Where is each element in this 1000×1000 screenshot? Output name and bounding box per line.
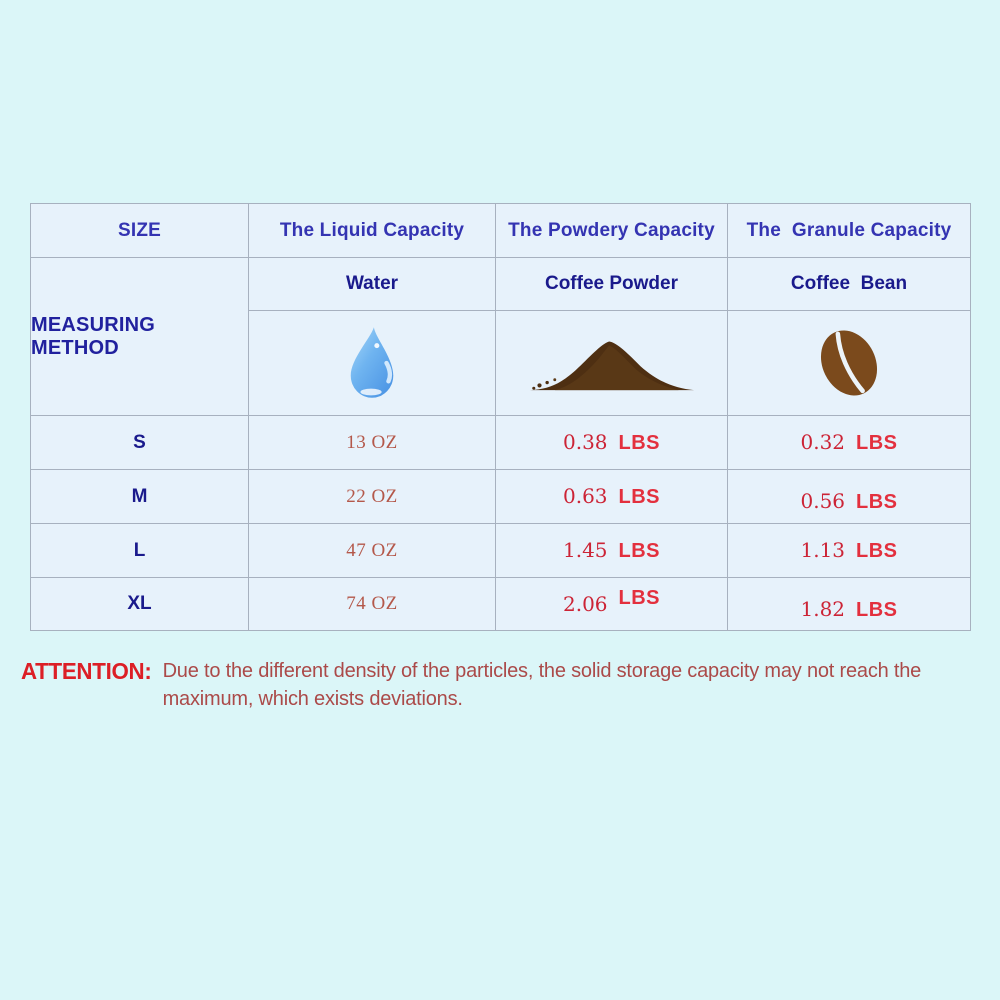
coffee-powder-pile-icon-cell <box>496 311 728 416</box>
granule-column-header: The Granule Capacity <box>746 219 952 241</box>
attention-line-1: Due to the different density of the part… <box>162 660 922 682</box>
bean-cell-m: 0.56 LBS <box>728 470 971 524</box>
powder-lbs-pair: 2.06 LBS <box>562 587 660 617</box>
size-cell-m: M <box>31 470 249 524</box>
powder-lbs-unit: LBS <box>618 486 661 508</box>
water-cell-m: 22 OZ <box>249 470 496 524</box>
bean-cell-xl: 1.82 LBS <box>728 578 971 631</box>
granule-column-header-cell: The Granule Capacity <box>728 204 971 258</box>
water-oz-value: 13 OZ <box>346 431 398 453</box>
attention-text: Due to the different density of the part… <box>163 657 922 713</box>
capacity-table: SIZE The Liquid Capacity The Powdery Cap… <box>30 203 971 631</box>
bean-lbs-unit: LBS <box>856 432 898 454</box>
size-cell-l: L <box>31 524 249 578</box>
powder-cell-l: 1.45 LBS <box>496 524 728 578</box>
water-cell-l: 47 OZ <box>249 524 496 578</box>
attention-line-2: maximum, which exists deviations. <box>162 688 463 710</box>
powder-lbs-number: 0.38 <box>562 430 608 454</box>
powder-lbs-number: 1.45 <box>562 538 608 562</box>
coffee-bean-label-cell: Coffee Bean <box>728 258 971 311</box>
powder-lbs-pair: 0.63 LBS <box>563 484 660 509</box>
size-column-header: SIZE <box>117 219 162 241</box>
bean-lbs-number: 0.56 <box>800 489 846 513</box>
powder-lbs-unit: LBS <box>618 540 661 562</box>
bean-lbs-unit: LBS <box>856 598 898 621</box>
liquid-column-header: The Liquid Capacity <box>279 219 465 241</box>
measuring-method-label: MEASURING METHOD <box>31 313 156 359</box>
size-column-header-cell: SIZE <box>31 204 249 258</box>
bean-lbs-pair: 1.13 LBS <box>800 538 897 563</box>
size-value: S <box>133 431 146 453</box>
size-value: M <box>131 485 148 507</box>
liquid-column-header-cell: The Liquid Capacity <box>249 204 496 258</box>
attention-label: ATTENTION: <box>21 658 152 684</box>
water-cell-s: 13 OZ <box>249 416 496 470</box>
coffee-powder-label-cell: Coffee Powder <box>496 258 728 311</box>
powdery-column-header-cell: The Powdery Capacity <box>496 204 728 258</box>
powder-lbs-number: 2.06 <box>562 591 608 616</box>
bean-lbs-number: 1.13 <box>800 538 846 562</box>
water-label-cell: Water <box>249 258 496 311</box>
bean-cell-s: 0.32 LBS <box>728 416 971 470</box>
water-label: Water <box>345 273 399 294</box>
bean-cell-l: 1.13 LBS <box>728 524 971 578</box>
bean-lbs-pair: 0.32 LBS <box>800 430 897 455</box>
powdery-column-header: The Powdery Capacity <box>508 219 715 241</box>
bean-lbs-pair: 1.82 LBS <box>800 597 897 622</box>
measuring-method-cell: MEASURING METHOD <box>31 258 249 416</box>
powder-cell-xl: 2.06 LBS <box>496 578 728 631</box>
bean-lbs-number: 1.82 <box>800 596 846 621</box>
powder-lbs-number: 0.63 <box>562 484 608 508</box>
coffee-bean-icon <box>803 321 895 405</box>
bean-lbs-unit: LBS <box>856 491 898 513</box>
water-oz-value: 22 OZ <box>346 485 398 507</box>
powder-lbs-unit: LBS <box>618 432 661 454</box>
powder-lbs-pair: 1.45 LBS <box>563 538 660 563</box>
size-value: XL <box>127 593 152 614</box>
water-drop-icon <box>343 324 401 402</box>
attention-note: ATTENTION: Due to the different density … <box>21 657 979 713</box>
powder-cell-s: 0.38 LBS <box>496 416 728 470</box>
powder-lbs-pair: 0.38 LBS <box>563 430 660 455</box>
bean-lbs-pair: 0.56 LBS <box>800 489 897 514</box>
coffee-powder-pile-icon <box>526 332 698 394</box>
coffee-powder-label: Coffee Powder <box>544 273 679 294</box>
bean-lbs-number: 0.32 <box>800 430 846 454</box>
coffee-bean-label: Coffee Bean <box>790 273 908 294</box>
powder-cell-m: 0.63 LBS <box>496 470 728 524</box>
water-cell-xl: 74 OZ <box>249 578 496 631</box>
water-oz-value: 47 OZ <box>346 539 398 561</box>
size-value: L <box>133 539 146 561</box>
coffee-bean-icon-cell <box>728 311 971 416</box>
size-cell-xl: XL <box>31 578 249 631</box>
bean-lbs-unit: LBS <box>856 540 898 562</box>
powder-lbs-unit: LBS <box>618 586 661 609</box>
water-drop-icon-cell <box>249 311 496 416</box>
size-cell-s: S <box>31 416 249 470</box>
water-oz-value: 74 OZ <box>346 593 398 614</box>
